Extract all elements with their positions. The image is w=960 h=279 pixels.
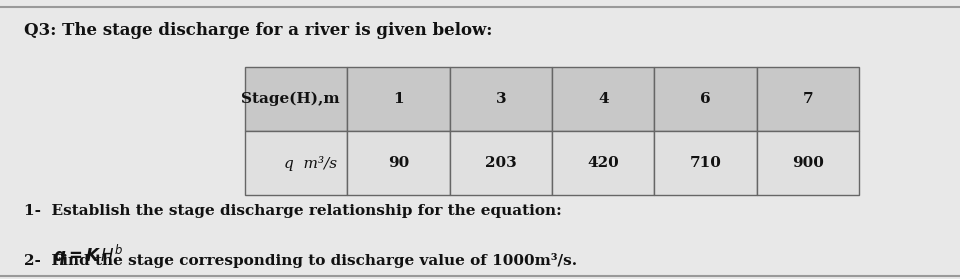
Text: 7: 7	[803, 92, 813, 106]
Text: 1: 1	[393, 92, 404, 106]
Text: 1-  Establish the stage discharge relationship for the equation:: 1- Establish the stage discharge relatio…	[24, 204, 562, 218]
Bar	[756, 131, 859, 195]
Bar	[655, 131, 756, 195]
Bar	[449, 67, 552, 131]
Text: 4: 4	[598, 92, 609, 106]
Bar	[245, 67, 348, 131]
Text: Stage(H),m: Stage(H),m	[241, 92, 340, 106]
Text: $\boldsymbol{q = K\, H^b}$: $\boldsymbol{q = K\, H^b}$	[53, 243, 123, 268]
Bar	[348, 67, 449, 131]
Text: 90: 90	[388, 156, 409, 170]
Bar	[655, 67, 756, 131]
Text: Q3: The stage discharge for a river is given below:: Q3: The stage discharge for a river is g…	[24, 22, 492, 39]
Text: 900: 900	[792, 156, 824, 170]
Bar	[348, 131, 449, 195]
Text: q  m³/s: q m³/s	[284, 156, 337, 171]
Bar	[552, 131, 655, 195]
Bar	[756, 67, 859, 131]
Text: 6: 6	[700, 92, 711, 106]
Text: 3: 3	[495, 92, 506, 106]
Text: 203: 203	[485, 156, 516, 170]
Bar	[552, 67, 655, 131]
Text: 2-  Find the stage corresponding to discharge value of 1000m³/s.: 2- Find the stage corresponding to disch…	[24, 253, 577, 268]
Text: 710: 710	[689, 156, 722, 170]
Bar	[449, 131, 552, 195]
Bar	[245, 131, 348, 195]
Text: 420: 420	[588, 156, 619, 170]
